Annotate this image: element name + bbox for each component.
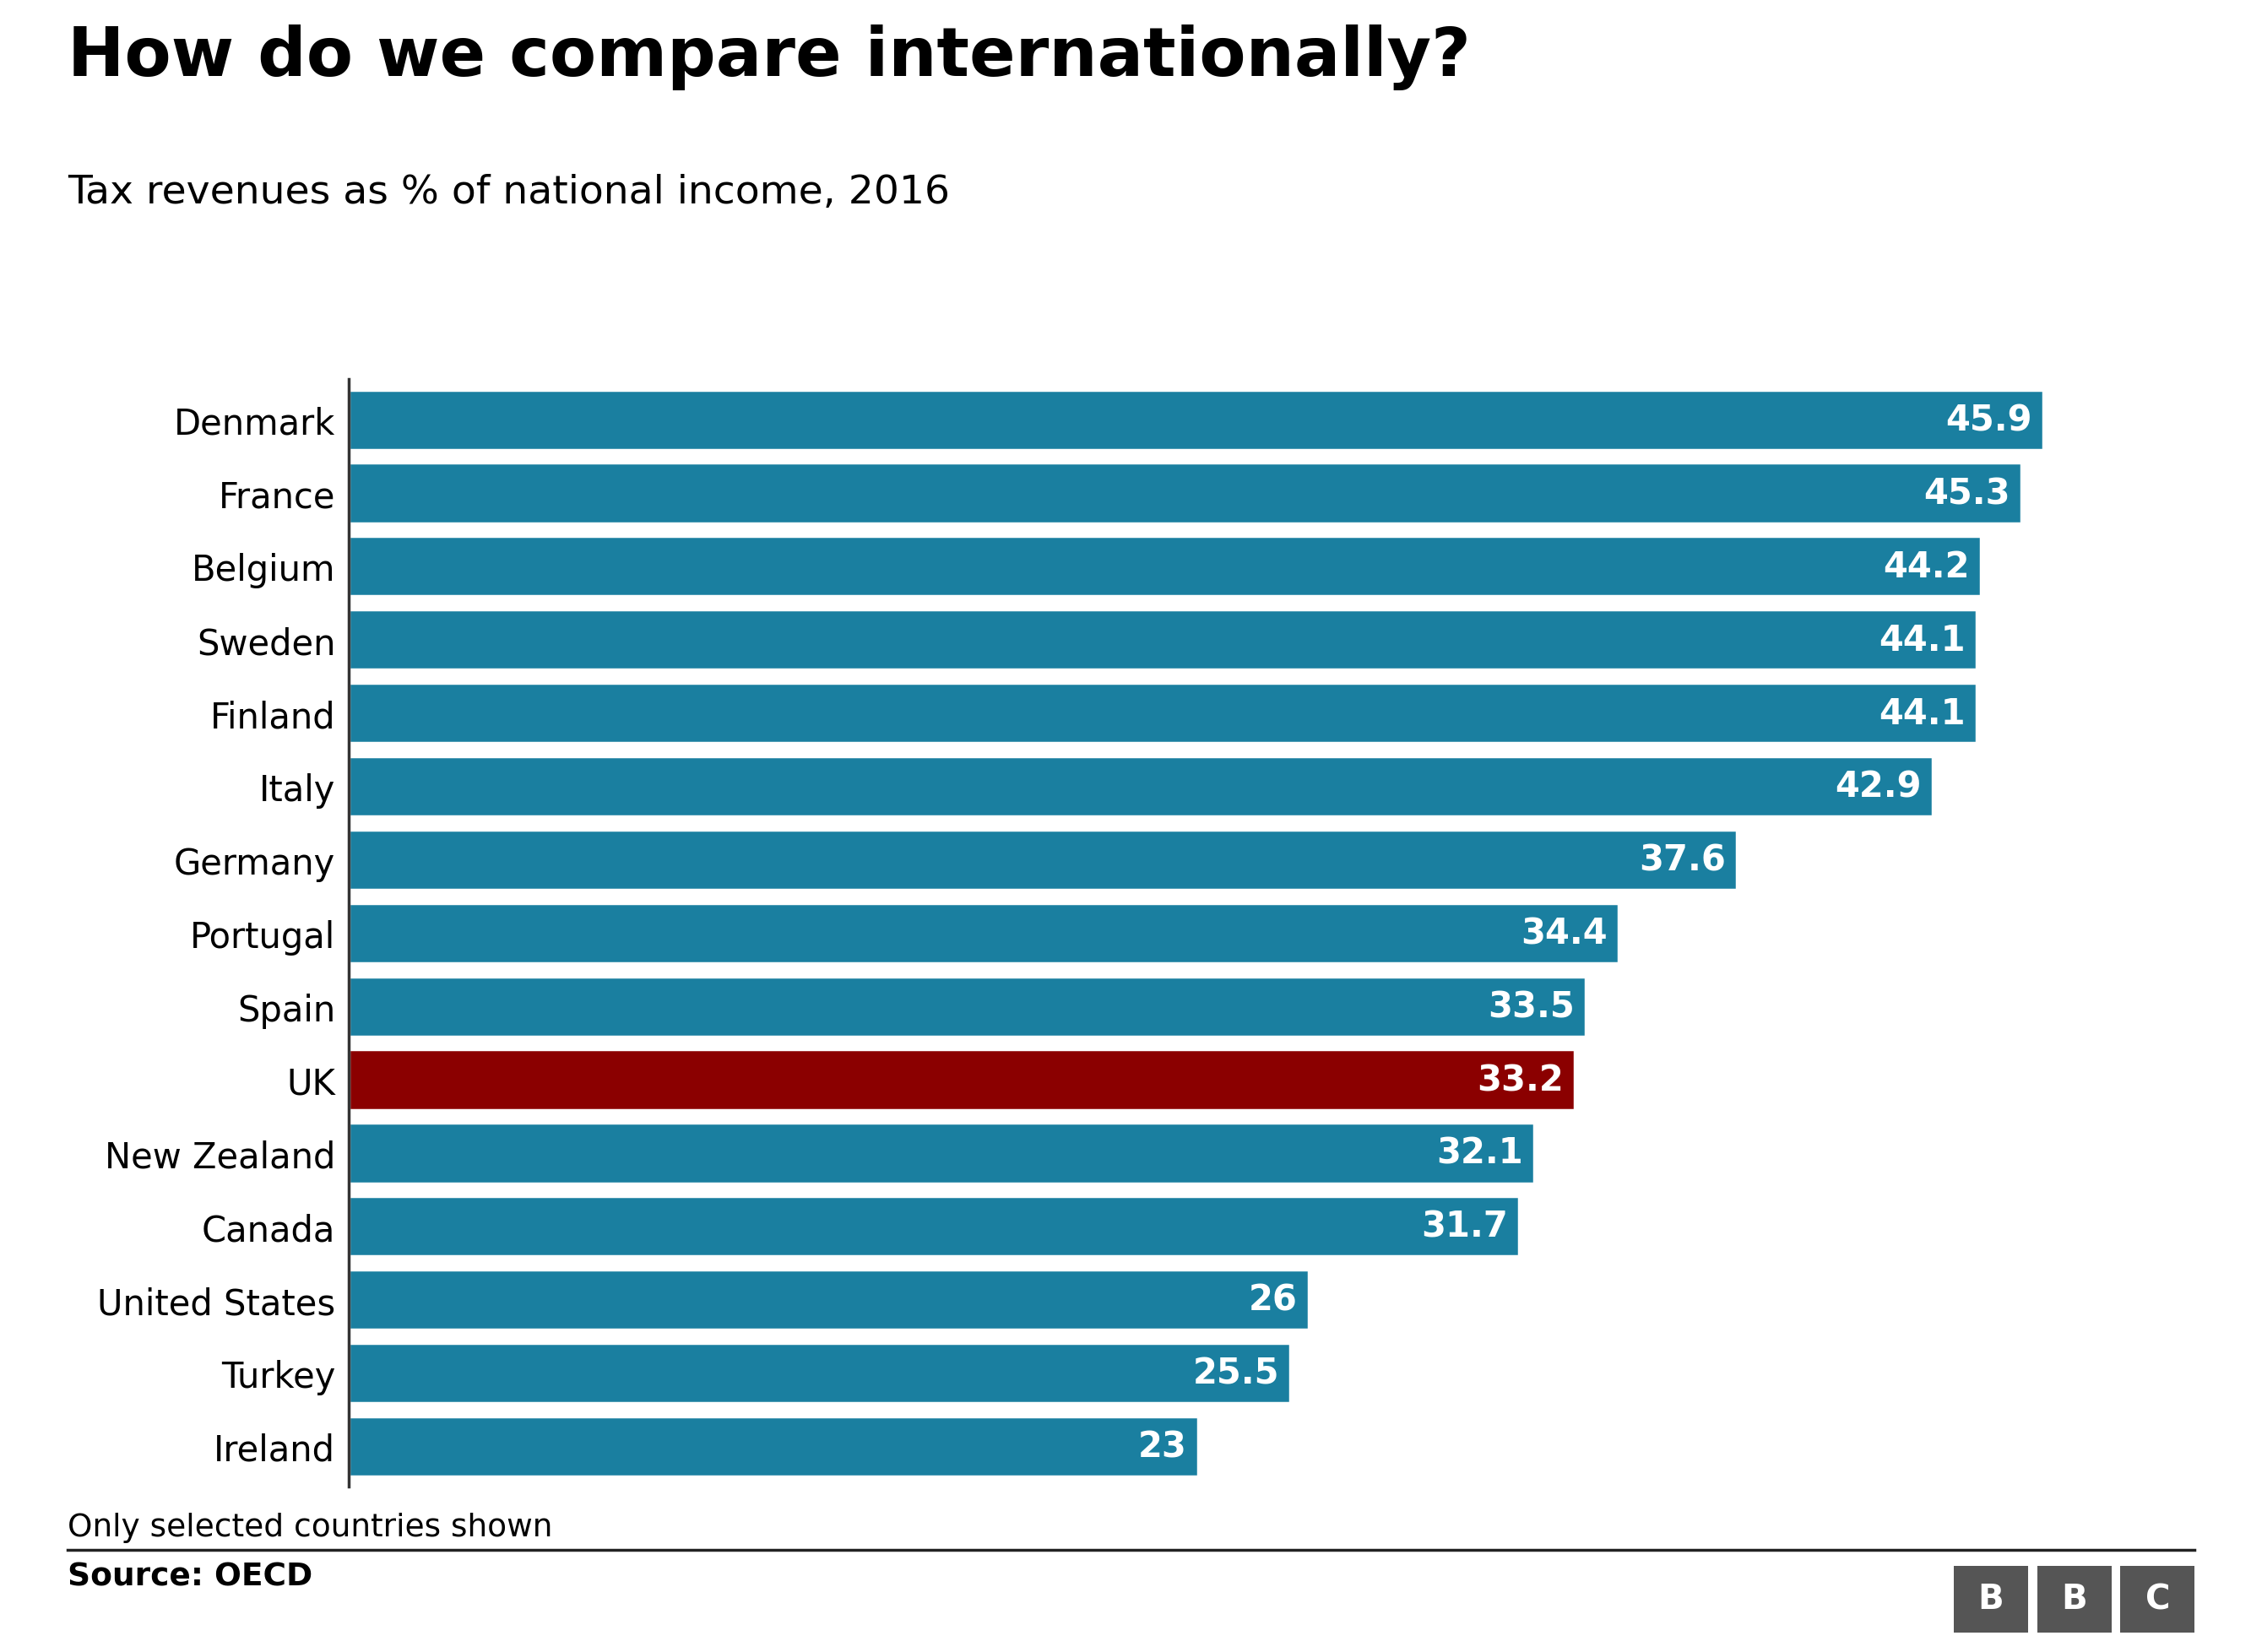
- Text: Only selected countries shown: Only selected countries shown: [68, 1512, 551, 1541]
- Bar: [349, 464, 2021, 524]
- Bar: [349, 757, 1934, 816]
- Text: 33.2: 33.2: [1477, 1062, 1564, 1097]
- Text: B: B: [2062, 1583, 2087, 1616]
- Bar: [349, 390, 2044, 451]
- Bar: [349, 976, 1585, 1037]
- Text: 32.1: 32.1: [1436, 1135, 1524, 1171]
- Bar: [349, 904, 1618, 963]
- Text: 44.1: 44.1: [1880, 623, 1965, 657]
- Text: 25.5: 25.5: [1193, 1355, 1279, 1391]
- Bar: [349, 1270, 1308, 1330]
- Bar: [349, 684, 1976, 743]
- Text: 23: 23: [1139, 1429, 1186, 1464]
- Text: 45.9: 45.9: [1945, 403, 2033, 438]
- Text: 37.6: 37.6: [1639, 843, 1727, 877]
- Bar: [349, 1051, 1573, 1110]
- Text: 42.9: 42.9: [1835, 770, 1922, 805]
- Text: B: B: [1979, 1583, 2003, 1616]
- Bar: [349, 1123, 1533, 1183]
- Text: How do we compare internationally?: How do we compare internationally?: [68, 25, 1470, 91]
- Text: Tax revenues as % of national income, 2016: Tax revenues as % of national income, 20…: [68, 173, 950, 211]
- Bar: [349, 537, 1981, 596]
- Text: 44.2: 44.2: [1884, 548, 1970, 585]
- Text: 34.4: 34.4: [1522, 915, 1607, 952]
- Text: 45.3: 45.3: [1925, 476, 2010, 512]
- Bar: [349, 1416, 1198, 1477]
- Text: 44.1: 44.1: [1880, 695, 1965, 732]
- Text: 26: 26: [1249, 1282, 1297, 1318]
- Bar: [349, 829, 1738, 890]
- Text: C: C: [2145, 1583, 2170, 1616]
- Bar: [349, 1343, 1290, 1403]
- Bar: [349, 1196, 1519, 1257]
- Text: Source: OECD: Source: OECD: [68, 1561, 313, 1591]
- Text: 31.7: 31.7: [1420, 1209, 1508, 1244]
- Bar: [349, 610, 1976, 671]
- Text: 33.5: 33.5: [1488, 990, 1573, 1024]
